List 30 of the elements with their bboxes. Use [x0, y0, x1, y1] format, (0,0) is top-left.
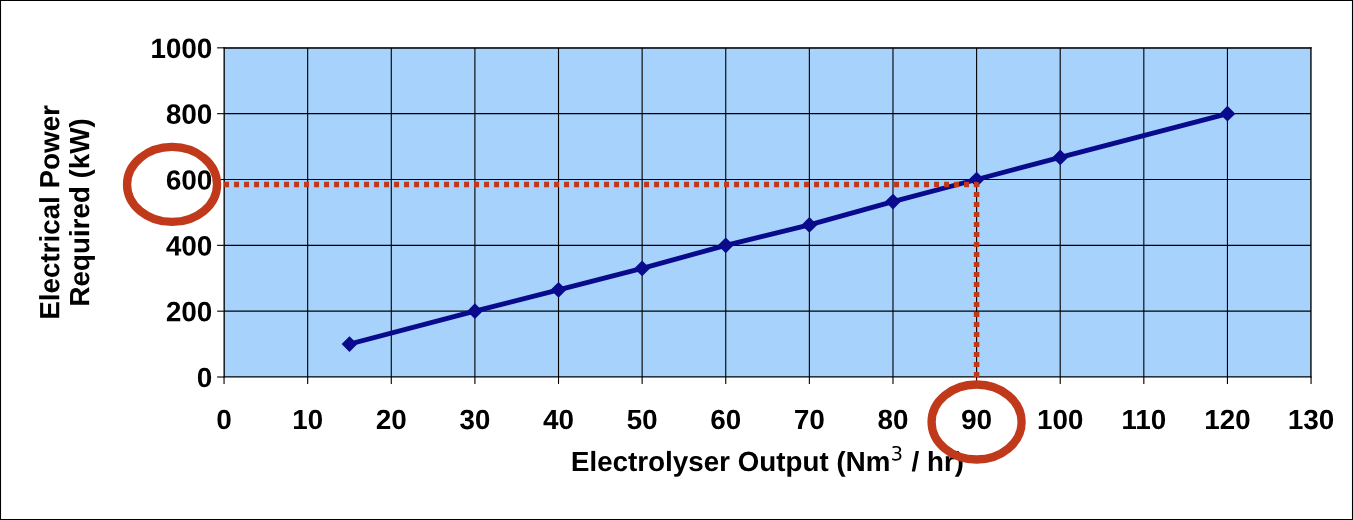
x-tick-label: 120: [1206, 409, 1250, 430]
x-tick-label: 60: [711, 409, 741, 430]
point: [341, 336, 358, 352]
x-tick-label: 90: [962, 409, 991, 430]
point: [1219, 106, 1236, 122]
y-tick-label: 600: [166, 170, 212, 190]
y-tick-label: 200: [166, 301, 212, 322]
point: [467, 303, 483, 319]
x-tick-label: 20: [376, 409, 406, 430]
point: [1052, 149, 1068, 166]
y-axis-title: Electrical Power Required (kW): [39, 105, 95, 318]
x-tick-label: 130: [1289, 409, 1334, 430]
point: [634, 260, 650, 276]
x-tick-label: 100: [1038, 409, 1083, 430]
x-tick-label: 80: [878, 409, 908, 430]
x-tick-label: 30: [460, 409, 490, 430]
y-tick-label: 0: [197, 367, 212, 388]
x-tick-label: 50: [627, 409, 657, 430]
x-tick-label: 0: [217, 409, 231, 430]
y-tick-label: 1000: [152, 38, 212, 59]
point: [718, 237, 734, 253]
y-tick-label: 800: [166, 104, 212, 125]
point: [801, 217, 817, 233]
x-tick-label: 10: [293, 409, 322, 430]
y-tick-label: 400: [166, 236, 212, 256]
x-tick-label: 70: [795, 409, 824, 430]
x-tick-label: 40: [543, 409, 573, 430]
point: [885, 193, 901, 210]
x-tick-label: 110: [1123, 409, 1166, 430]
point: [550, 282, 567, 298]
